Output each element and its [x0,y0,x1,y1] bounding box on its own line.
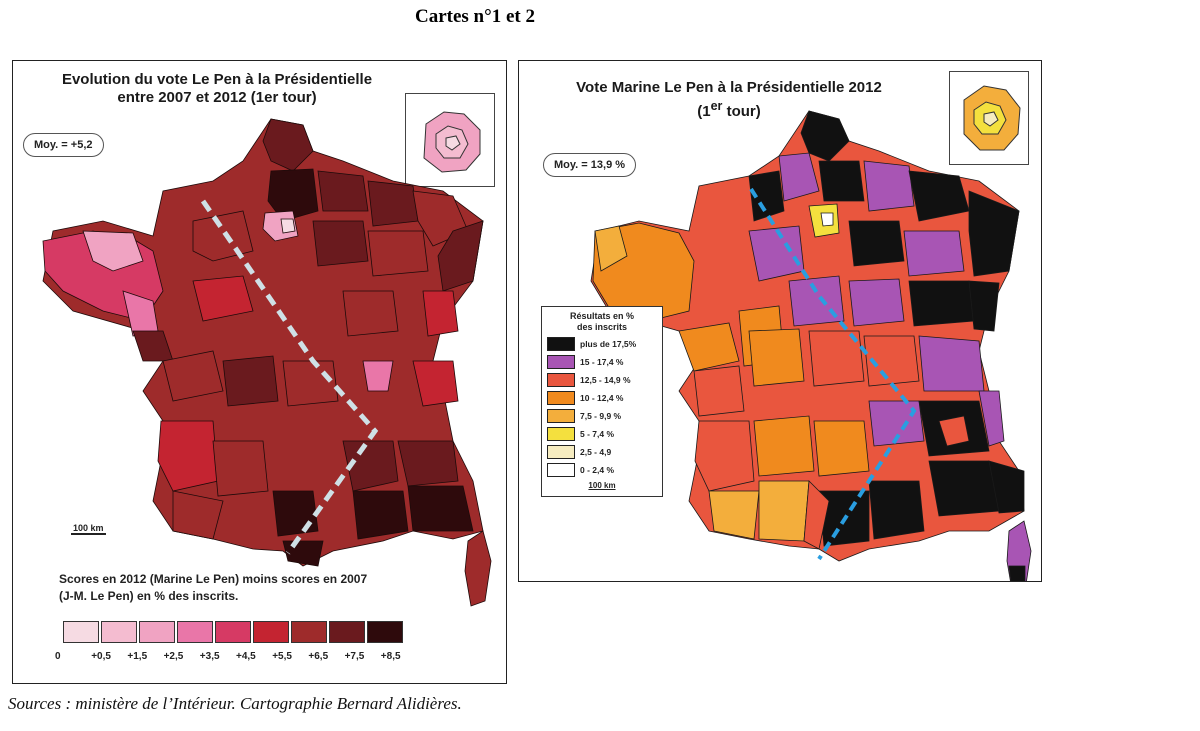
paris-inset-map2 [963,85,1021,151]
map1-note-line1: Scores en 2012 (Marine Le Pen) moins sco… [59,572,368,586]
map1-legend-tick: 0 [55,651,61,662]
map2-legend-swatch [547,409,575,423]
map2-legend-row: plus de 17,5% [547,337,657,351]
map1-legend-swatch [215,621,251,643]
map1-legend-swatch [367,621,403,643]
map1-legend-tick: +7,5 [344,651,365,662]
map1-legend-swatch [291,621,327,643]
map2-title-suffix: tour) [722,103,761,120]
map1-legend [63,621,405,643]
map2-legend-label: 7,5 - 9,9 % [580,411,622,421]
map1-legend-swatch [63,621,99,643]
map1-note: Scores en 2012 (Marine Le Pen) moins sco… [59,571,459,605]
map2-legend-row: 5 - 7,4 % [547,427,657,441]
map2-title-sup: er [710,99,723,113]
map2-legend-swatch [547,373,575,387]
sources-caption: Sources : ministère de l’Intérieur. Cart… [8,694,462,713]
map2-legend-swatch [547,445,575,459]
map2-title: Vote Marine Le Pen à la Présidentielle 2… [529,79,929,121]
page-heading: Cartes n°1 et 2 [415,6,535,27]
map2-legend: Résultats en % des inscrits plus de 17,5… [541,306,663,497]
map1-legend-tick: +8,5 [380,651,401,662]
map2-legend-label: 10 - 12,4 % [580,393,624,403]
map2-legend-row: 0 - 2,4 % [547,463,657,477]
map2-legend-rows: plus de 17,5% 15 - 17,4 % 12,5 - 14,9 % 10 … [547,337,657,477]
map1-legend-tick: +6,5 [308,651,329,662]
map2-legend-title-line1: Résultats en % [569,311,635,321]
map2-legend-row: 7,5 - 9,9 % [547,409,657,423]
map2-legend-label: 12,5 - 14,9 % [580,375,631,385]
map-panel-evolution: Evolution du vote Le Pen à la Présidenti… [12,60,507,684]
map1-legend-swatch [177,621,213,643]
map2-legend-swatch [547,463,575,477]
map1-legend-swatch [101,621,137,643]
map2-legend-swatch [547,355,575,369]
map2-legend-label: 0 - 2,4 % [580,465,615,475]
map1-legend-swatch [139,621,175,643]
map1-title: Evolution du vote Le Pen à la Présidenti… [27,71,407,107]
map2-title-line1: Vote Marine Le Pen à la Présidentielle 2… [576,79,882,96]
map1-france [42,118,492,607]
map1-legend-tick: +5,5 [272,651,292,662]
map1-legend-ticks: 0 +0,5 +1,5 +2,5 +3,5 +4,5 +5,5 +6,5 +7,5 +8,5 [55,651,475,665]
map1-title-line1: Evolution du vote Le Pen à la Présidenti… [61,71,373,88]
map2-france [590,110,1032,581]
map2-legend-row: 10 - 12,4 % [547,391,657,405]
map2-title-prefix: (1 [697,103,711,120]
map1-legend-swatch [253,621,289,643]
map1-scale-bar: 100 km [71,523,106,535]
map1-legend-tick: +3,5 [199,651,220,662]
map2-scale-bar: 100 km [588,481,616,490]
map2-legend-label: 2,5 - 4,9 [580,447,612,457]
map1-paris-inset [405,93,495,187]
map2-average-badge: Moy. = 13,9 % [543,153,637,177]
map2-legend-label: plus de 17,5% [580,339,637,349]
map2-legend-title: Résultats en % des inscrits [547,311,657,333]
map2-legend-label: 5 - 7,4 % [580,429,615,439]
map2-legend-title-line2: des inscrits [576,322,628,332]
map2-paris-inset [949,71,1029,165]
map1-title-line2: entre 2007 et 2012 (1er tour) [117,89,317,106]
map2-legend-swatch [547,427,575,441]
map2-title-line2: (1er tour) [529,97,929,121]
map-panel-vote-2012: Vote Marine Le Pen à la Présidentielle 2… [518,60,1042,582]
map2-legend-swatch [547,391,575,405]
map1-legend-tick: +4,5 [236,651,256,662]
map2-legend-row: 2,5 - 4,9 [547,445,657,459]
map1-legend-tick: +1,5 [127,651,148,662]
map2-legend-row: 15 - 17,4 % [547,355,657,369]
map1-legend-tick: +2,5 [163,651,184,662]
map1-legend-swatch [329,621,365,643]
map2-legend-swatch [547,337,575,351]
map1-average-badge: Moy. = +5,2 [23,133,104,157]
map1-legend-tick: +0,5 [91,651,111,662]
map2-legend-label: 15 - 17,4 % [580,357,624,367]
map1-note-line2: (J-M. Le Pen) en % des inscrits. [59,589,239,603]
map2-legend-row: 12,5 - 14,9 % [547,373,657,387]
paris-inset-map1 [423,111,481,173]
